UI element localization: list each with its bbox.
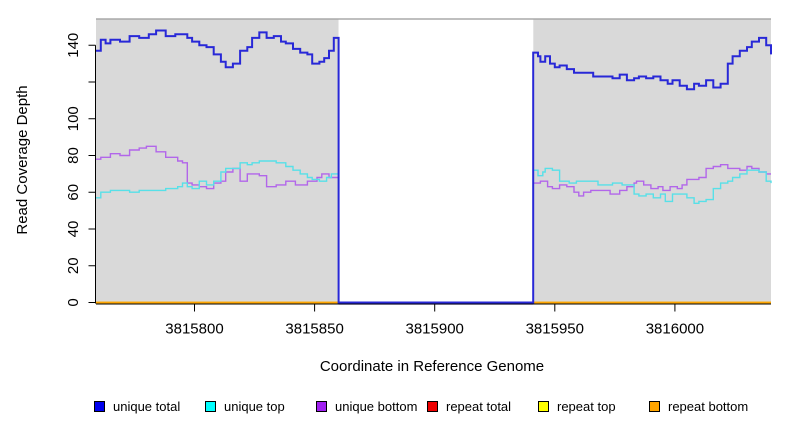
- legend-item-unique-total: unique total: [94, 396, 180, 416]
- x-axis-title: Coordinate in Reference Genome: [319, 358, 545, 375]
- legend-swatch: [427, 400, 438, 412]
- legend-item-repeat-top: repeat top: [538, 396, 616, 416]
- y-tick-label: 0: [65, 298, 82, 306]
- series-unique-top: [96, 160, 340, 199]
- y-axis-ticks: 0 20 40 60 80 100 140: [65, 33, 96, 307]
- x-tick-label: 3816000: [646, 321, 704, 338]
- series-unique-total: [96, 29, 772, 304]
- legend-label: repeat total: [446, 398, 512, 414]
- x-tick-label: 3815850: [285, 321, 343, 338]
- legend-label: unique bottom: [335, 398, 418, 414]
- legend-label: repeat bottom: [668, 398, 749, 414]
- legend-item-unique-top: unique top: [205, 396, 285, 416]
- legend-swatch: [538, 400, 549, 412]
- plot-panels: [96, 19, 771, 304]
- y-tick-label: 60: [65, 184, 82, 201]
- legend-item-repeat-bottom: repeat bottom: [649, 396, 748, 416]
- series-lines: [96, 29, 772, 304]
- y-tick-label: 40: [65, 221, 82, 238]
- x-tick-label: 3815950: [526, 321, 584, 338]
- x-axis-ticks: 3815800 3815850 3815900 3815950 3816000: [165, 304, 704, 338]
- axes: [95, 45, 771, 305]
- legend-swatch: [205, 400, 216, 412]
- legend-label: repeat top: [557, 398, 616, 414]
- y-axis-title: Read Coverage Depth: [14, 85, 31, 235]
- legend-item-repeat-total: repeat total: [427, 396, 511, 416]
- series-unique-top: [533, 167, 772, 204]
- legend-swatch: [94, 400, 105, 412]
- series-unique-bottom: [533, 164, 771, 197]
- legend-label: unique top: [224, 398, 285, 414]
- gap-region-box: [96, 18, 771, 305]
- series-unique-bottom: [96, 145, 340, 190]
- x-tick-label: 3815900: [405, 321, 463, 338]
- legend-swatch: [649, 400, 660, 412]
- legend-label: unique total: [113, 398, 181, 414]
- legend: unique total unique top unique bottom repea…: [0, 396, 792, 418]
- y-tick-label: 140: [65, 33, 82, 58]
- y-tick-label: 80: [65, 147, 82, 164]
- legend-item-unique-bottom: unique bottom: [316, 396, 417, 416]
- x-tick-label: 3815800: [165, 321, 223, 338]
- y-tick-label: 100: [65, 106, 82, 131]
- legend-swatch: [316, 400, 327, 412]
- y-tick-label: 20: [65, 257, 82, 274]
